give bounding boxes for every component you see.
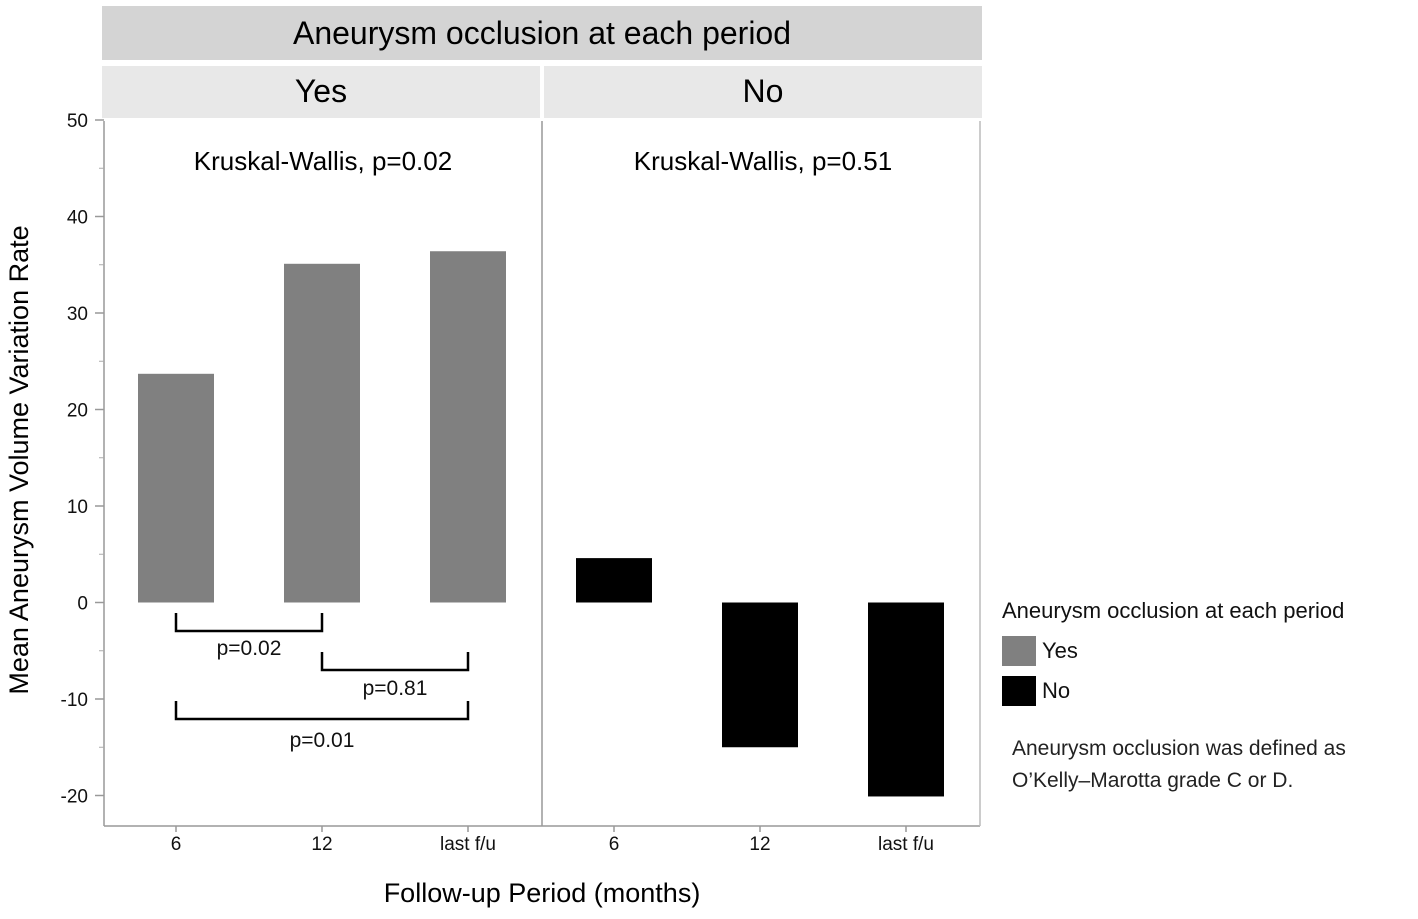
facet-label-no: No <box>743 73 784 109</box>
comparison-label: p=0.81 <box>363 677 428 700</box>
footnote: Aneurysm occlusion was defined as O’Kell… <box>1012 733 1346 797</box>
y-tick-label: 40 <box>67 208 88 229</box>
y-tick-label: 0 <box>77 594 88 615</box>
y-tick-label: 10 <box>67 497 88 518</box>
y-tick-label: -10 <box>61 690 88 711</box>
facet-strip-no <box>544 66 982 118</box>
x-tick-label: 6 <box>171 834 182 855</box>
comparison-bracket <box>174 701 470 721</box>
legend-label-yes: Yes <box>1042 638 1078 663</box>
bar-no-2 <box>868 602 944 797</box>
stat-label-no: Kruskal-Wallis, p=0.51 <box>634 146 892 176</box>
x-tick-label: last f/u <box>440 834 496 855</box>
axis-ticks: 50 40 30 20 10 0 -10 -20 <box>61 111 104 808</box>
x-tick-label: 12 <box>311 834 332 855</box>
y-axis-title: Mean Aneurysm Volume Variation Rate <box>4 225 34 694</box>
footnote-line-1: Aneurysm occlusion was defined as <box>1012 737 1346 760</box>
comparison-brackets: p=0.02 p=0.81 p=0.01 <box>174 613 470 752</box>
comparison-label: p=0.01 <box>290 729 355 752</box>
facet-strip-yes <box>102 66 540 118</box>
footnote-line-2: O’Kelly–Marotta grade C or D. <box>1012 769 1294 792</box>
y-tick-label: 50 <box>67 111 88 132</box>
comparison-bracket <box>320 652 470 672</box>
stat-label-yes: Kruskal-Wallis, p=0.02 <box>194 146 452 176</box>
legend-swatch-no <box>1002 676 1036 706</box>
bar-yes-1 <box>284 263 360 603</box>
legend-item-no: No <box>1002 676 1070 706</box>
bar-yes-0 <box>138 373 214 603</box>
x-tick-label: 12 <box>749 834 770 855</box>
x-tick-label: last f/u <box>878 834 934 855</box>
comparison-bracket <box>174 613 324 633</box>
chart-title: Aneurysm occlusion at each period <box>293 15 791 51</box>
comparison-label: p=0.02 <box>217 637 282 660</box>
bar-yes-2 <box>430 251 506 603</box>
x-axis-title: Follow-up Period (months) <box>384 878 701 908</box>
legend-swatch-yes <box>1002 636 1036 666</box>
legend-title: Aneurysm occlusion at each period <box>1002 598 1345 623</box>
y-tick-label: 20 <box>67 401 88 422</box>
y-tick-label: 30 <box>67 304 88 325</box>
title-strip <box>102 6 982 60</box>
x-tick-label: 6 <box>609 834 620 855</box>
legend-label-no: No <box>1042 678 1071 703</box>
bars: 6 12 last f/u 6 12 last f/u <box>138 251 944 855</box>
bar-no-1 <box>722 602 798 748</box>
bar-no-0 <box>576 558 652 603</box>
legend-item-yes: Yes <box>1002 636 1078 666</box>
y-tick-label: -20 <box>61 787 88 808</box>
facet-label-yes: Yes <box>295 73 347 109</box>
